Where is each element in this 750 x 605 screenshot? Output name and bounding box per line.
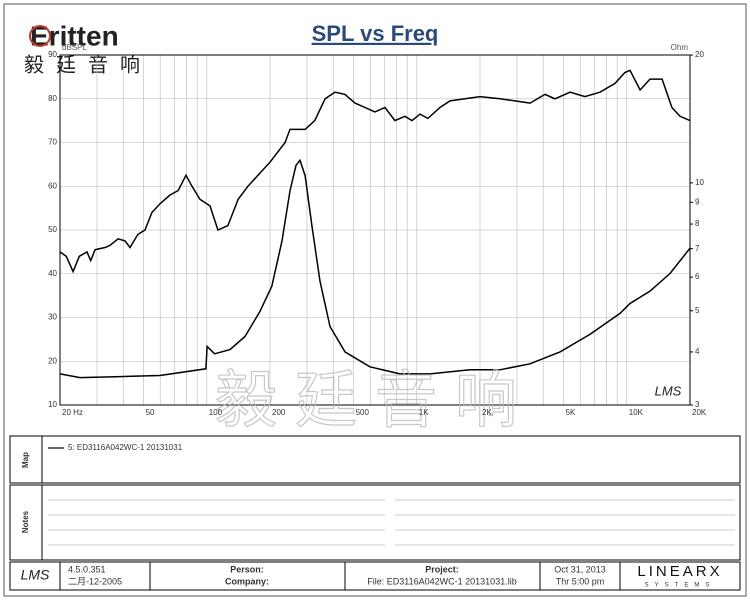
x-tick-label: 20 Hz	[62, 408, 83, 417]
x-tick-label: 10K	[629, 408, 644, 417]
y-tick-label: 80	[48, 94, 57, 103]
series-line	[59, 69, 691, 274]
y-tick-label: 10	[48, 400, 57, 409]
person: Person:	[230, 564, 264, 574]
y2-tick-label: 8	[695, 219, 700, 228]
legend-label: 5: ED3116A042WC-1 20131031	[68, 443, 183, 452]
date: Oct 31, 2013	[554, 564, 606, 574]
x-tick-label: 5K	[566, 408, 576, 417]
y-tick-label: 70	[48, 138, 57, 147]
x-tick-label: 50	[146, 408, 155, 417]
x-tick-label: 20K	[692, 408, 707, 417]
y2-tick-label: 9	[695, 197, 700, 206]
build-date: 二月-12-2005	[68, 576, 122, 586]
legend: 5: ED3116A042WC-1 20131031	[48, 443, 183, 452]
y2-tick-label: 20	[695, 50, 704, 59]
page-frame	[3, 3, 747, 597]
note-lines	[48, 499, 735, 546]
x-tick-label: 200	[272, 408, 286, 417]
watermark: 毅廷音响	[215, 366, 535, 435]
chart-title: SPL vs Freq	[312, 21, 439, 46]
company: Company:	[225, 576, 269, 586]
x-tick-label: 500	[356, 408, 370, 417]
logo-mark	[29, 25, 51, 47]
footer-logo: LMS	[21, 567, 50, 583]
footer-dividers	[59, 562, 621, 590]
logo: Eritten	[30, 20, 119, 51]
y-tick-label: 40	[48, 269, 57, 278]
x-tick-label: 100	[209, 408, 223, 417]
y-tick-label: 50	[48, 225, 57, 234]
plot-frame	[59, 54, 691, 406]
y-axis-label: dBSPL	[62, 43, 87, 52]
brand: LINEARX	[637, 563, 722, 580]
series-line	[59, 158, 691, 379]
file: File: ED3116A042WC-1 20131031.lib	[367, 576, 516, 586]
y-tick-label: 60	[48, 181, 57, 190]
y2-tick-label: 7	[695, 244, 700, 253]
y-tick-label: 20	[48, 356, 57, 365]
brand-sub: SYSTEMS	[645, 583, 716, 589]
y2-tick-label: 4	[695, 347, 700, 356]
y2-tick-label: 10	[695, 178, 704, 187]
project: Project:	[425, 564, 459, 574]
notes-label: Notes	[21, 510, 30, 533]
y-tick-label: 30	[48, 313, 57, 322]
footer	[9, 561, 741, 591]
map-label: Map	[21, 452, 30, 468]
time: Thr 5:00 pm	[556, 576, 605, 586]
y2-tick-label: 5	[695, 306, 700, 315]
x-tick-label: 1K	[419, 408, 429, 417]
y2-tick-label: 6	[695, 272, 700, 281]
curves	[59, 69, 691, 379]
plot-watermark: LMS	[655, 383, 682, 398]
logo-chinese: 毅廷音响	[24, 53, 152, 76]
map-panel	[9, 435, 741, 484]
x-tick-label: 2K	[482, 408, 492, 417]
y2-axis-label: Ohm	[671, 43, 689, 52]
notes-panel	[9, 484, 741, 561]
y-tick-label: 90	[48, 50, 57, 59]
y2-tick-label: 3	[695, 400, 700, 409]
version: 4.5.0.351	[68, 564, 106, 574]
